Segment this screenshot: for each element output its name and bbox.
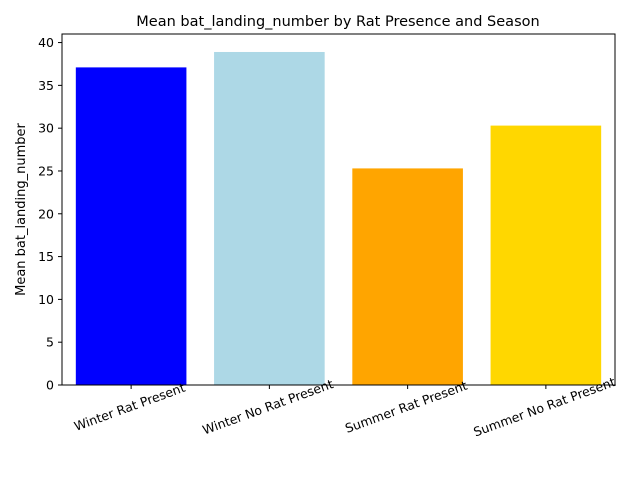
- y-tick-label: 20: [38, 206, 54, 221]
- bar-winter-rat-present: [75, 67, 187, 385]
- bar-summer-rat-present: [352, 168, 463, 385]
- y-tick-label: 0: [46, 378, 54, 393]
- y-tick-label: 35: [38, 78, 54, 93]
- chart-title: Mean bat_landing_number by Rat Presence …: [136, 14, 539, 30]
- y-tick-label: 15: [38, 249, 54, 264]
- y-axis: 0 5 10 15 20 25 30 35 40: [38, 35, 62, 393]
- bar-summer-no-rat-present: [490, 125, 602, 385]
- y-tick-label: 10: [38, 292, 54, 307]
- plot-frame: [61, 33, 616, 386]
- bar-winter-no-rat-present: [214, 51, 325, 385]
- y-tick-label: 40: [38, 35, 54, 50]
- y-tick-label: 5: [46, 335, 54, 350]
- y-axis-label: Mean bat_landing_number: [14, 122, 29, 295]
- y-tick-label: 25: [38, 163, 54, 178]
- y-tick-label: 30: [38, 121, 54, 136]
- plot-area: [75, 51, 602, 385]
